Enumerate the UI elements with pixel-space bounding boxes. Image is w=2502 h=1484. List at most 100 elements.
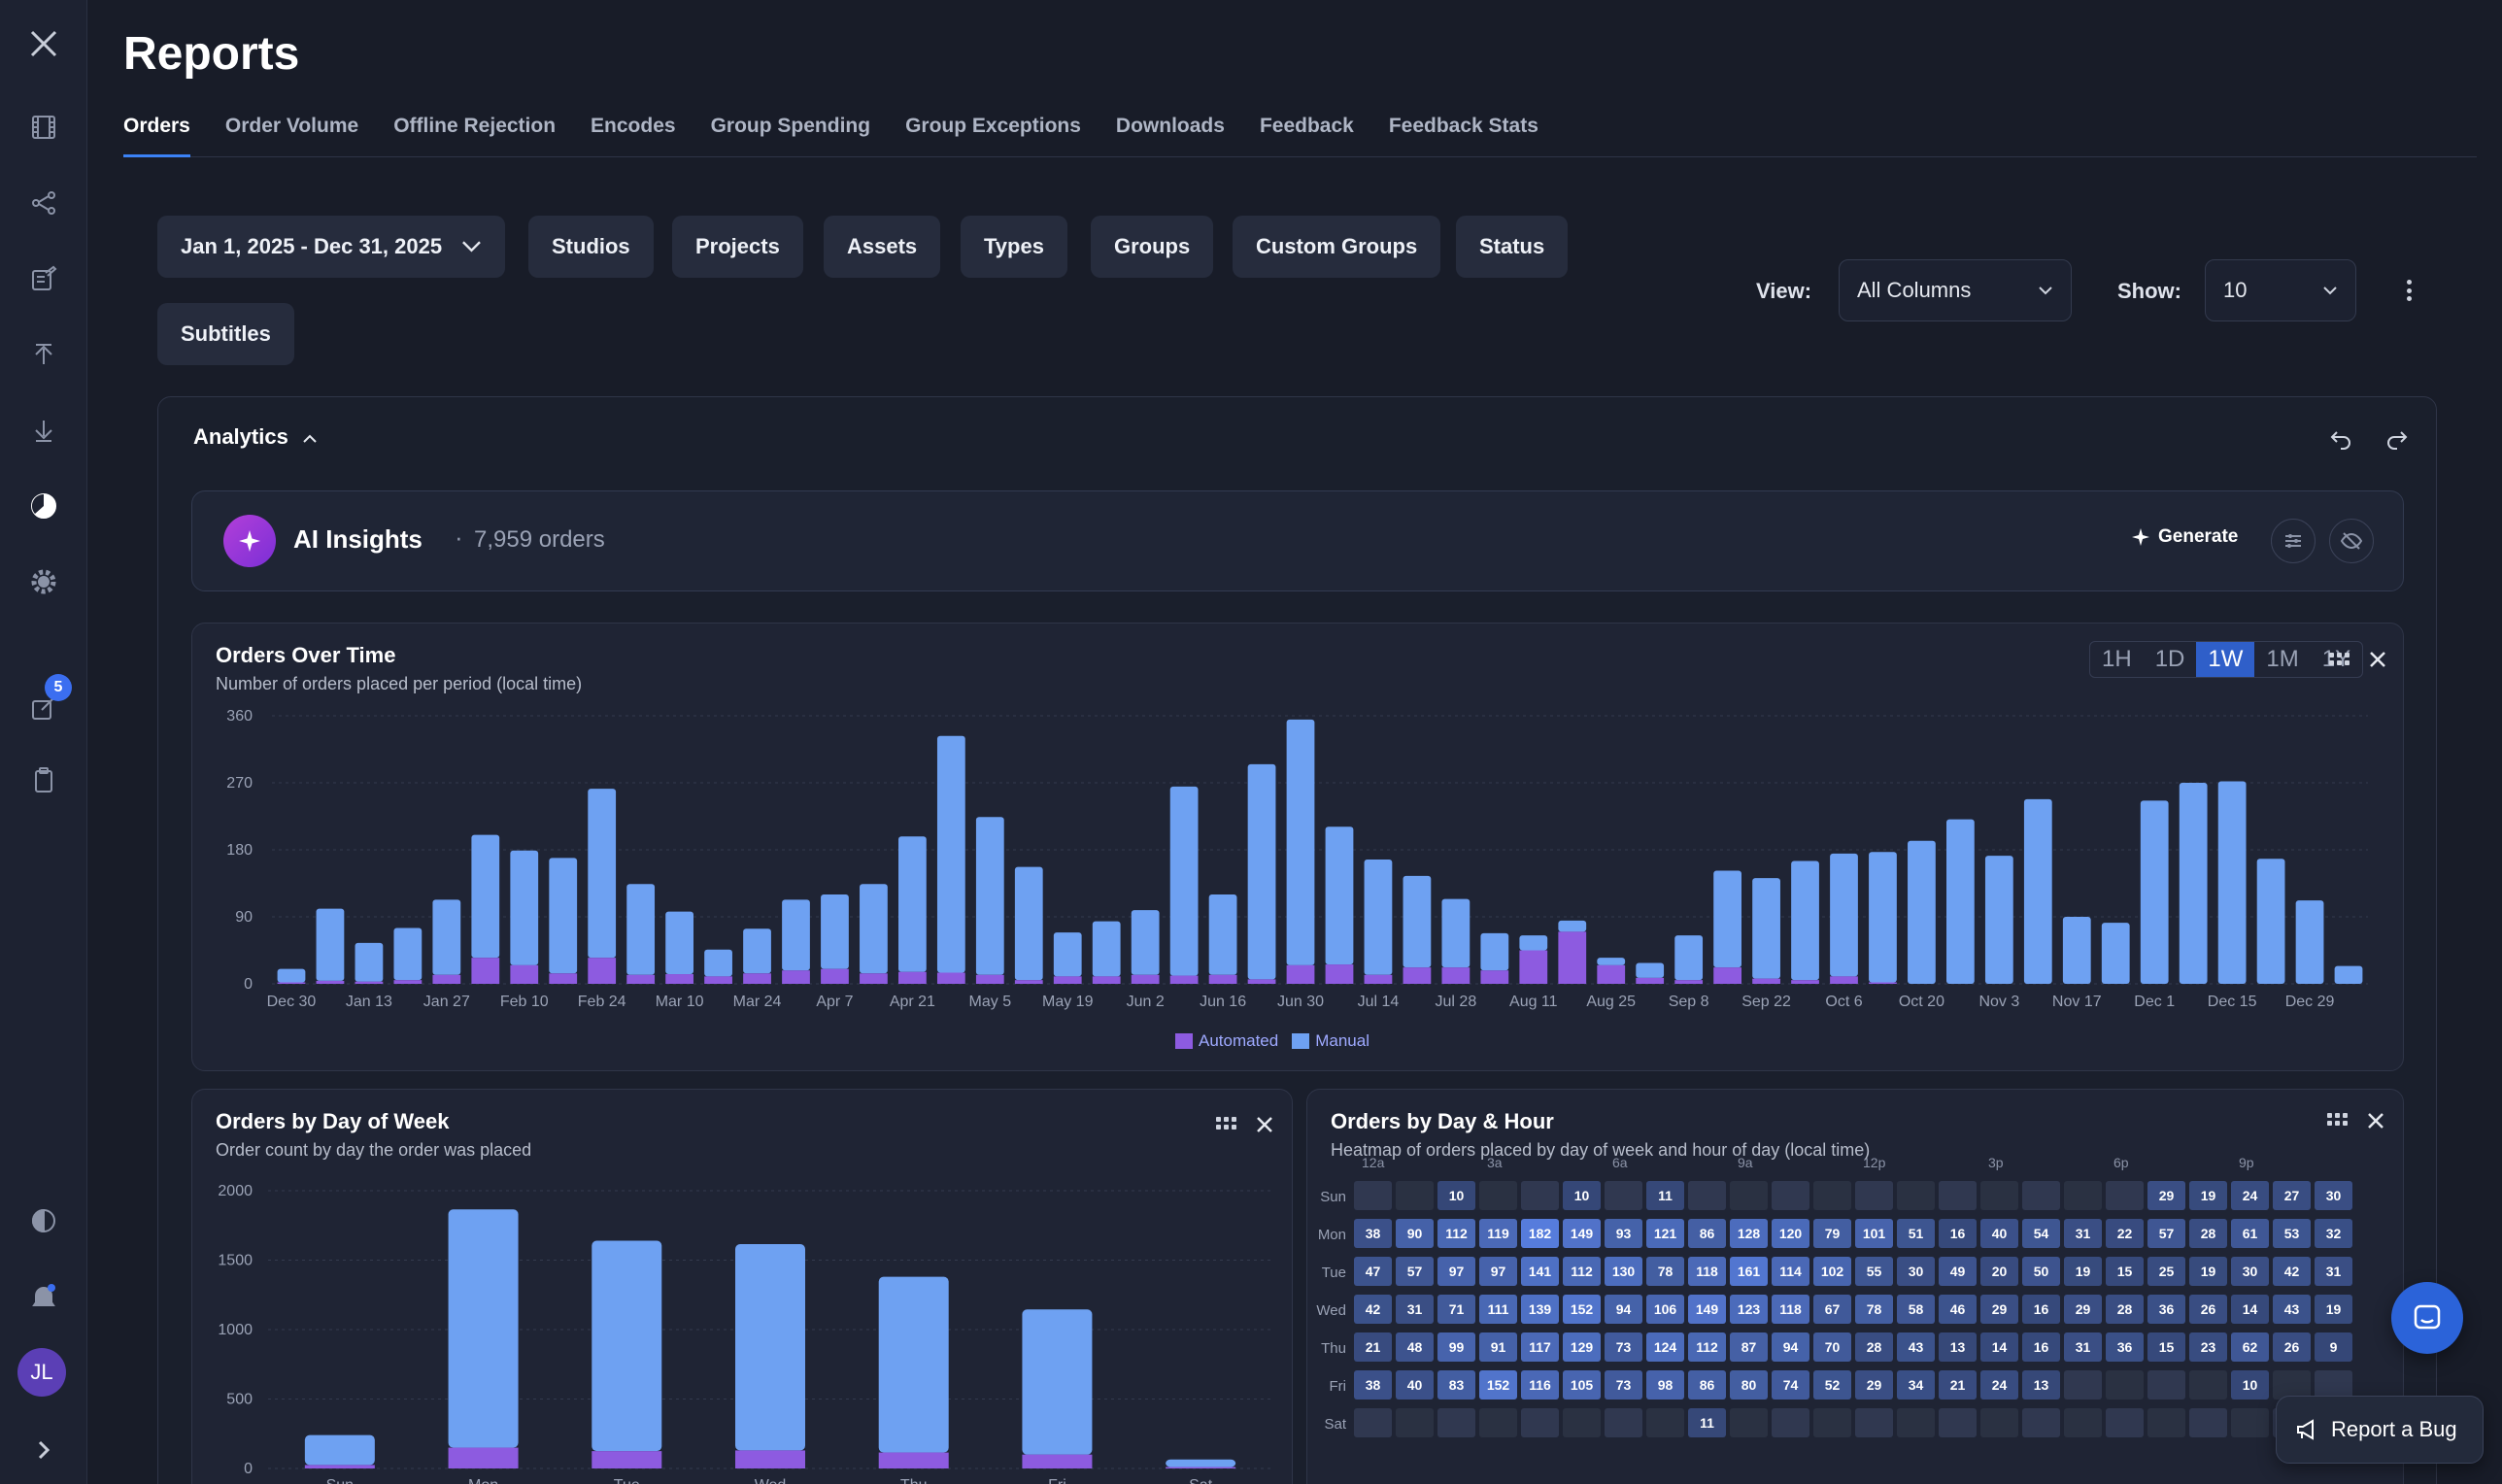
heat-value: 16 [1950,1226,1966,1241]
types-filter[interactable]: Types [961,216,1067,278]
show-select[interactable]: 10 [2205,259,2356,321]
clipboard-icon[interactable] [21,758,66,802]
status-filter[interactable]: Status [1456,216,1569,278]
tab-group-spending[interactable]: Group Spending [710,115,871,137]
redo-icon[interactable] [2383,426,2410,454]
groups-filter[interactable]: Groups [1091,216,1214,278]
heat-value: 13 [1950,1339,1966,1355]
pie-chart-icon[interactable] [21,484,66,528]
edit-list-icon[interactable] [21,256,66,301]
day-label: Thu [1321,1340,1346,1357]
download-icon[interactable] [21,408,66,453]
analytics-toggle[interactable]: Analytics [193,424,318,450]
studios-filter[interactable]: Studios [528,216,654,278]
eye-off-icon[interactable] [2329,519,2374,563]
custom-groups-filter[interactable]: Custom Groups [1233,216,1441,278]
day-label: Sun [1320,1189,1346,1205]
x-tick-label: May 19 [1042,994,1094,1010]
heat-value: 40 [1407,1377,1423,1393]
more-options-icon[interactable] [2397,276,2420,305]
projects-filter[interactable]: Projects [672,216,803,278]
heat-cell [1730,1370,1768,1400]
bar-manual [549,858,578,974]
tab-feedback[interactable]: Feedback [1259,115,1354,137]
drag-handle-icon[interactable] [2329,653,2350,666]
heat-value: 114 [1779,1264,1802,1279]
range-1m[interactable]: 1M [2266,646,2299,672]
tab-downloads[interactable]: Downloads [1115,115,1225,137]
heat-cell [1437,1408,1475,1437]
x-tick-label: Mar 10 [656,994,704,1010]
heat-cell [1437,1181,1475,1210]
bar-manual [1441,898,1471,968]
tab-feedback-stats[interactable]: Feedback Stats [1388,115,1538,137]
bar-automated [592,1451,662,1468]
heat-value: 26 [2201,1301,2216,1317]
tab-group-exceptions[interactable]: Group Exceptions [905,115,1081,137]
drag-handle-icon[interactable] [2327,1113,2349,1127]
heat-cell [1730,1257,1768,1286]
y-tick-label: 270 [226,775,253,792]
tab-offline-rejection[interactable]: Offline Rejection [393,115,557,137]
bar-automated [1441,967,1471,984]
range-1y[interactable]: 1Y [2321,646,2351,672]
heat-cell [1939,1370,1977,1400]
drag-handle-icon[interactable] [1216,1117,1237,1130]
heat-cell [1396,1408,1434,1437]
heat-cell [1897,1370,1935,1400]
heat-cell [2064,1257,2102,1286]
logo-x-icon[interactable] [21,21,66,66]
tab-encodes[interactable]: Encodes [591,115,676,137]
bar-automated [1208,974,1237,984]
bar-manual [355,942,384,982]
heat-cell [2189,1370,2227,1400]
heat-cell [1563,1295,1601,1324]
close-icon[interactable] [1255,1115,1274,1134]
range-1h[interactable]: 1H [2102,646,2132,672]
sparkle-icon [2132,528,2149,546]
bell-icon[interactable] [21,1274,66,1319]
avatar[interactable]: JL [17,1348,66,1397]
tab-orders[interactable]: Orders [123,97,225,157]
heat-cell [1354,1370,1392,1400]
view-select[interactable]: All Columns [1839,259,2072,321]
assets-filter[interactable]: Assets [824,216,941,278]
chat-icon [2414,1304,2441,1330]
range-1w[interactable]: 1W [2196,642,2255,677]
generate-button[interactable]: Generate [2131,526,2238,548]
bar-automated [510,964,539,984]
chevron-right-icon[interactable] [21,1428,66,1472]
sliders-icon[interactable] [2271,519,2316,563]
close-icon[interactable] [2366,1111,2385,1130]
undo-icon[interactable] [2328,426,2355,454]
heat-cell [2315,1181,2352,1210]
close-icon[interactable] [2368,650,2387,669]
bar-manual [1984,856,2013,984]
heat-cell [2189,1181,2227,1210]
heat-cell [1730,1181,1768,1210]
chat-button[interactable] [2391,1282,2463,1354]
heat-value: 91 [1491,1339,1506,1355]
upload-icon[interactable] [21,332,66,377]
bar-automated [936,972,965,984]
x-tick-label: Apr 7 [816,994,853,1010]
report-bug-button[interactable]: Report a Bug [2276,1396,2484,1464]
heat-cell [2189,1295,2227,1324]
heat-value: 67 [1825,1301,1841,1317]
gear-icon[interactable] [21,559,66,604]
subtitles-filter[interactable]: Subtitles [157,303,294,365]
tab-order-volume[interactable]: Order Volume [224,115,359,137]
heat-cell [1437,1219,1475,1248]
ai-insights-title: AI Insights [293,524,423,554]
orders-over-time-card: Orders Over Time Number of orders placed… [191,623,2404,1071]
bar-automated [898,971,927,984]
film-icon[interactable] [21,105,66,150]
compose-icon[interactable] [21,686,66,730]
contrast-icon[interactable] [21,1198,66,1243]
heat-cell [2106,1332,2144,1362]
share-icon[interactable] [21,181,66,225]
bar-manual [1247,763,1276,980]
date-range-filter[interactable]: Jan 1, 2025 - Dec 31, 2025 [157,216,505,278]
x-tick-label: Thu [900,1477,928,1484]
range-1d[interactable]: 1D [2154,646,2185,672]
